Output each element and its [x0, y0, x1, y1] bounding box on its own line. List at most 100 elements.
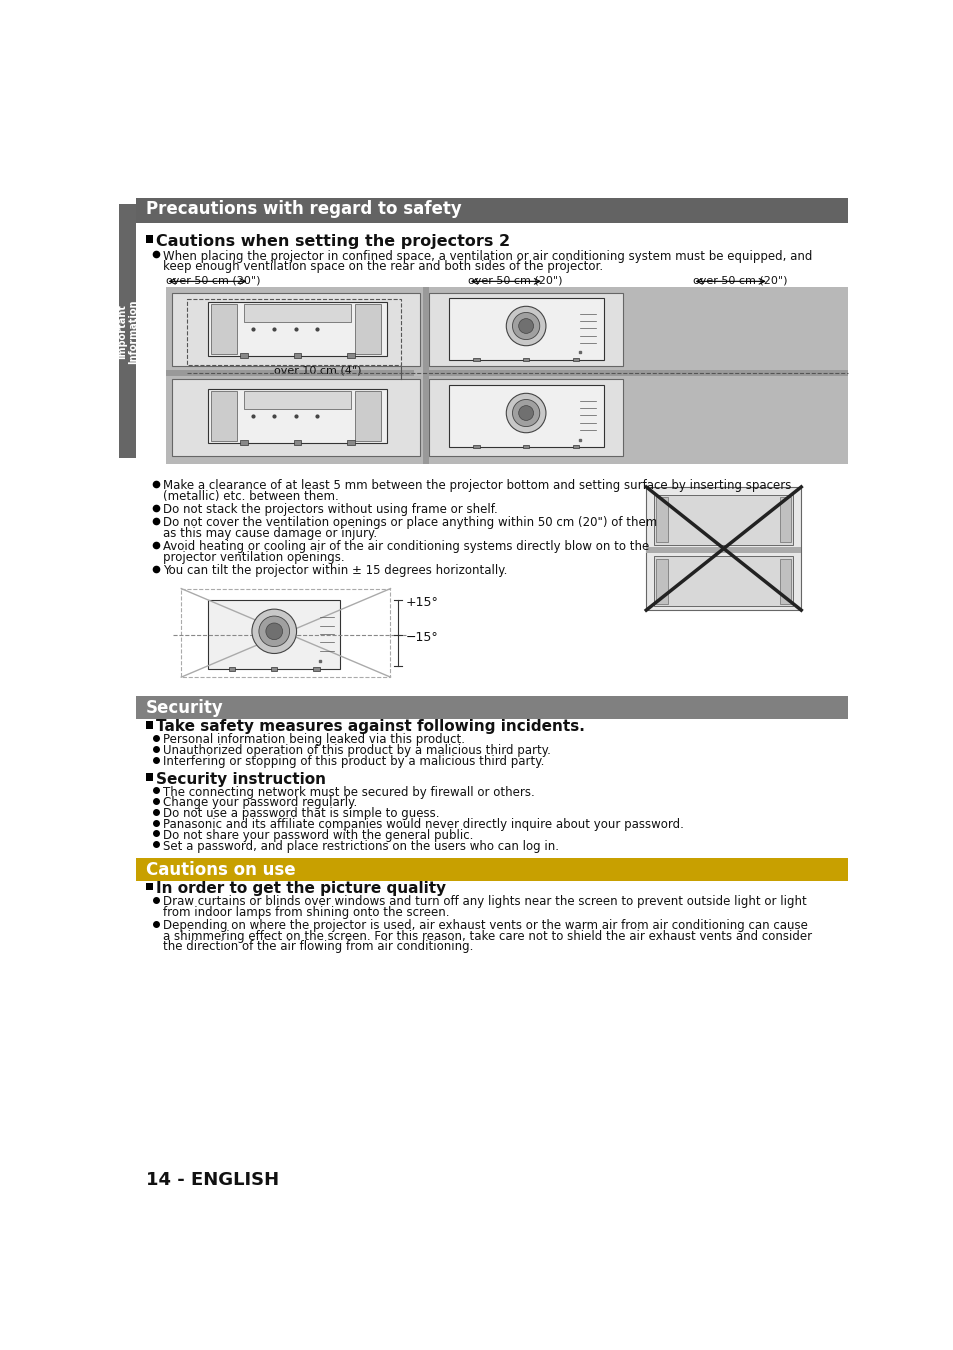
- Bar: [656, 497, 667, 543]
- Text: When placing the projector in confined space, a ventilation or air conditioning : When placing the projector in confined s…: [163, 250, 812, 263]
- Circle shape: [266, 622, 282, 640]
- Text: 14 - ENGLISH: 14 - ENGLISH: [146, 1170, 278, 1189]
- Bar: [166, 370, 414, 377]
- Text: Take safety measures against following incidents.: Take safety measures against following i…: [156, 720, 585, 734]
- Text: as this may cause damage or injury.: as this may cause damage or injury.: [163, 526, 377, 540]
- Bar: [240, 352, 248, 358]
- Text: Precautions with regard to safety: Precautions with regard to safety: [146, 200, 461, 217]
- Bar: [429, 293, 622, 366]
- Circle shape: [518, 405, 533, 420]
- Bar: [172, 293, 419, 366]
- Bar: [211, 305, 237, 354]
- Bar: [572, 444, 578, 448]
- Bar: [654, 494, 793, 544]
- Bar: [208, 601, 340, 670]
- Text: over 50 cm (20"): over 50 cm (20"): [166, 275, 260, 286]
- Circle shape: [258, 616, 290, 647]
- Text: Unauthorized operation of this product by a malicious third party.: Unauthorized operation of this product b…: [163, 744, 551, 757]
- Text: Depending on where the projector is used, air exhaust vents or the warm air from: Depending on where the projector is used…: [163, 919, 807, 931]
- Bar: [166, 286, 847, 464]
- Text: Do not use a password that is simple to guess.: Do not use a password that is simple to …: [163, 807, 439, 821]
- Circle shape: [512, 400, 539, 427]
- Bar: [244, 392, 351, 409]
- Text: over 10 cm (4"): over 10 cm (4"): [274, 366, 361, 375]
- Bar: [779, 497, 790, 543]
- Bar: [645, 487, 801, 610]
- Circle shape: [506, 306, 545, 346]
- Text: Cautions when setting the projectors 2: Cautions when setting the projectors 2: [156, 235, 510, 250]
- Text: Set a password, and place restrictions on the users who can log in.: Set a password, and place restrictions o…: [163, 840, 558, 853]
- Bar: [347, 440, 355, 444]
- Text: In order to get the picture quality: In order to get the picture quality: [156, 882, 446, 896]
- Bar: [448, 298, 603, 360]
- Circle shape: [252, 609, 296, 653]
- Bar: [522, 444, 529, 448]
- Bar: [429, 379, 622, 456]
- Circle shape: [506, 393, 545, 433]
- Text: Security instruction: Security instruction: [156, 772, 326, 787]
- Bar: [313, 667, 319, 671]
- Text: Do not stack the projectors without using frame or shelf.: Do not stack the projectors without usin…: [163, 504, 497, 516]
- Bar: [448, 385, 603, 447]
- Text: Interfering or stopping of this product by a malicious third party.: Interfering or stopping of this product …: [163, 755, 544, 768]
- Bar: [355, 305, 381, 354]
- Text: Do not cover the ventilation openings or place anything within 50 cm (20") of th: Do not cover the ventilation openings or…: [163, 516, 657, 529]
- Bar: [136, 198, 847, 223]
- Bar: [187, 300, 400, 364]
- Bar: [146, 235, 153, 243]
- Text: a shimmering effect on the screen. For this reason, take care not to shield the : a shimmering effect on the screen. For t…: [163, 930, 812, 942]
- Text: keep enough ventilation space on the rear and both sides of the projector.: keep enough ventilation space on the rea…: [163, 259, 603, 273]
- Text: Do not share your password with the general public.: Do not share your password with the gene…: [163, 829, 474, 842]
- Bar: [146, 883, 153, 891]
- Bar: [572, 358, 578, 362]
- Text: Cautions on use: Cautions on use: [146, 861, 294, 879]
- Text: Avoid heating or cooling air of the air conditioning systems directly blow on to: Avoid heating or cooling air of the air …: [163, 540, 649, 553]
- Bar: [240, 440, 248, 444]
- Bar: [294, 440, 301, 444]
- Bar: [146, 721, 153, 729]
- Bar: [136, 697, 847, 720]
- Bar: [244, 305, 351, 323]
- Text: Personal information being leaked via this product.: Personal information being leaked via th…: [163, 733, 465, 747]
- Bar: [229, 667, 235, 671]
- Circle shape: [512, 312, 539, 340]
- Text: The connecting network must be secured by firewall or others.: The connecting network must be secured b…: [163, 786, 535, 799]
- Text: +15°: +15°: [406, 597, 438, 609]
- Bar: [271, 667, 277, 671]
- Text: over 50 cm (20"): over 50 cm (20"): [692, 275, 786, 286]
- Bar: [208, 302, 386, 356]
- Text: over 50 cm (20"): over 50 cm (20"): [468, 275, 562, 286]
- Bar: [211, 392, 237, 440]
- Bar: [422, 286, 429, 464]
- Bar: [645, 547, 801, 553]
- Bar: [422, 370, 847, 377]
- Bar: [779, 559, 790, 603]
- Bar: [656, 559, 667, 603]
- Text: Security: Security: [146, 699, 223, 717]
- Bar: [136, 859, 847, 882]
- Bar: [172, 379, 419, 456]
- Bar: [208, 389, 386, 443]
- Bar: [473, 358, 479, 362]
- Bar: [146, 774, 153, 782]
- Bar: [355, 392, 381, 440]
- Text: (metallic) etc. between them.: (metallic) etc. between them.: [163, 490, 339, 504]
- Bar: [181, 589, 390, 678]
- Text: −15°: −15°: [406, 630, 438, 644]
- Text: You can tilt the projector within ± 15 degrees horizontally.: You can tilt the projector within ± 15 d…: [163, 564, 507, 576]
- Bar: [347, 352, 355, 358]
- Text: Important
Information: Important Information: [117, 300, 138, 363]
- Bar: [294, 352, 301, 358]
- Text: Panasonic and its affiliate companies would never directly inquire about your pa: Panasonic and its affiliate companies wo…: [163, 818, 683, 832]
- Bar: [522, 358, 529, 362]
- Text: projector ventilation openings.: projector ventilation openings.: [163, 551, 345, 564]
- Text: Change your password regularly.: Change your password regularly.: [163, 796, 357, 810]
- Text: Make a clearance of at least 5 mm between the projector bottom and setting surfa: Make a clearance of at least 5 mm betwee…: [163, 479, 791, 493]
- Text: Draw curtains or blinds over windows and turn off any lights near the screen to : Draw curtains or blinds over windows and…: [163, 895, 806, 909]
- Bar: [473, 444, 479, 448]
- Text: from indoor lamps from shining onto the screen.: from indoor lamps from shining onto the …: [163, 906, 450, 919]
- Bar: [654, 556, 793, 606]
- Text: the direction of the air flowing from air conditioning.: the direction of the air flowing from ai…: [163, 941, 474, 953]
- Bar: [119, 204, 136, 459]
- Circle shape: [518, 319, 533, 333]
